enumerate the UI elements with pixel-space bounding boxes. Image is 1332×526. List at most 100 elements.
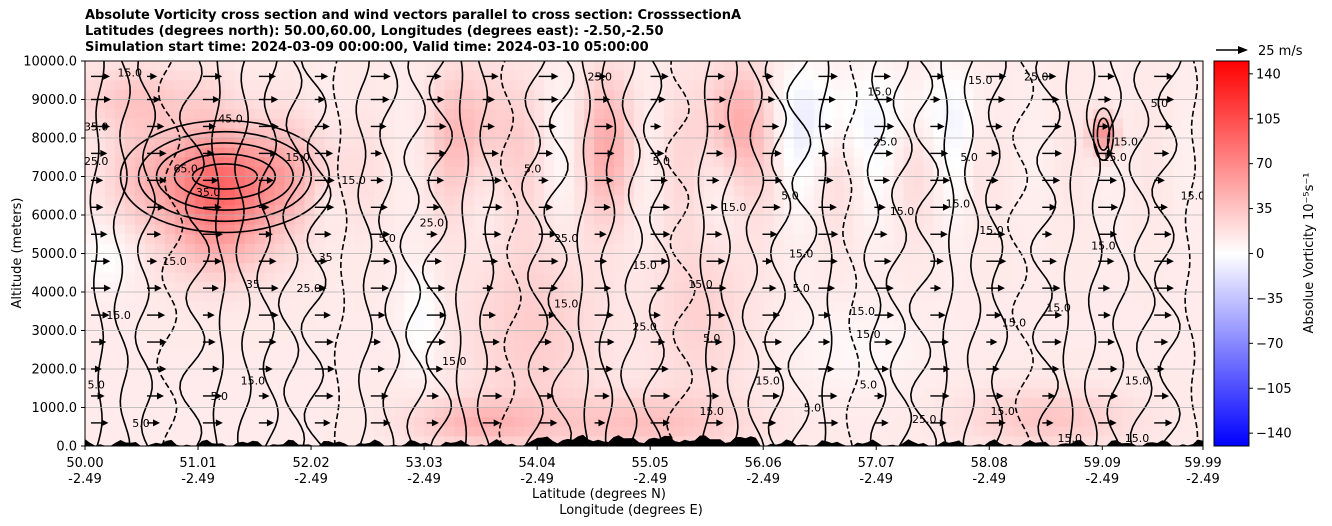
vorticity-cell: [384, 311, 396, 322]
vorticity-cell: [484, 99, 495, 110]
vorticity-cell: [424, 166, 435, 178]
vorticity-cell: [953, 340, 965, 351]
vorticity-cell: [394, 301, 406, 312]
vorticity-cell: [1153, 166, 1164, 178]
vorticity-cell: [614, 157, 625, 168]
vorticity-cell: [1033, 128, 1044, 139]
vorticity-cell: [1053, 215, 1064, 226]
vorticity-cell: [484, 109, 495, 120]
vorticity-cell: [1163, 263, 1174, 274]
vorticity-cell: [903, 80, 915, 91]
vorticity-cell: [683, 215, 695, 226]
vorticity-cell: [1063, 138, 1074, 149]
vorticity-cell: [604, 263, 615, 274]
vorticity-cell: [1083, 243, 1094, 255]
vorticity-cell: [124, 61, 136, 72]
vorticity-cell: [144, 340, 156, 351]
vorticity-cell: [833, 388, 845, 399]
vorticity-cell: [194, 292, 206, 303]
vorticity-cell: [524, 330, 535, 341]
vorticity-cell: [693, 388, 705, 399]
vorticity-cell: [1113, 89, 1124, 101]
vorticity-cell: [733, 186, 745, 197]
vorticity-cell: [104, 176, 116, 187]
vorticity-cell: [334, 282, 346, 293]
vorticity-cell: [384, 340, 396, 351]
vorticity-cell: [554, 426, 565, 437]
vorticity-cell: [1133, 417, 1144, 428]
vorticity-cell: [1123, 263, 1134, 274]
wind-vector-head: [830, 72, 838, 80]
vorticity-cell: [304, 157, 316, 168]
vorticity-cell: [424, 195, 435, 206]
vorticity-cell: [94, 128, 106, 139]
vorticity-cell: [424, 301, 435, 312]
vorticity-cell: [634, 234, 645, 245]
vorticity-cell: [1173, 407, 1184, 418]
vorticity-cell: [344, 224, 356, 235]
vorticity-cell: [314, 388, 326, 399]
vorticity-cell: [444, 272, 455, 283]
vorticity-cell: [614, 282, 625, 293]
vorticity-cell: [444, 224, 455, 235]
vorticity-cell: [594, 138, 605, 149]
vorticity-cell: [344, 311, 356, 322]
vorticity-cell: [184, 359, 196, 370]
vorticity-cell: [733, 157, 745, 168]
vorticity-cell: [244, 166, 256, 178]
vorticity-cell: [1173, 349, 1184, 360]
vorticity-cell: [274, 224, 286, 235]
wind-vector-head: [1107, 72, 1115, 80]
vorticity-cell: [254, 340, 266, 351]
vorticity-cell: [224, 195, 236, 206]
vorticity-cell: [1173, 426, 1184, 437]
vorticity-cell: [94, 272, 106, 283]
vorticity-cell: [1183, 397, 1194, 409]
vorticity-cell: [234, 61, 246, 72]
vorticity-cell: [1103, 378, 1114, 389]
vorticity-cell: [793, 99, 805, 110]
vorticity-cell: [1083, 147, 1094, 158]
vorticity-cell: [244, 109, 256, 120]
vorticity-cell: [164, 359, 176, 370]
vorticity-cell: [104, 234, 116, 245]
vorticity-cell: [504, 388, 515, 399]
vorticity-cell: [104, 205, 116, 216]
vorticity-cell: [85, 311, 96, 322]
vorticity-cell: [484, 224, 495, 235]
vorticity-cell: [1063, 118, 1074, 129]
vorticity-cell: [394, 195, 406, 206]
vorticity-cell: [324, 234, 336, 245]
vorticity-cell: [873, 320, 885, 332]
vorticity-cell: [364, 118, 376, 129]
vorticity-cell: [204, 109, 216, 120]
vorticity-cell: [1193, 292, 1203, 303]
vorticity-cell: [1123, 118, 1134, 129]
vorticity-cell: [843, 157, 855, 168]
vorticity-cell: [404, 330, 416, 341]
vorticity-cell: [514, 195, 525, 206]
vorticity-cell: [683, 369, 695, 380]
vorticity-cell: [434, 263, 445, 274]
vorticity-cell: [304, 215, 316, 226]
vorticity-cell: [923, 263, 935, 274]
vorticity-cell: [114, 301, 126, 312]
vorticity-cell: [324, 301, 336, 312]
vorticity-cell: [644, 128, 655, 139]
vorticity-cell: [1153, 292, 1164, 303]
vorticity-cell: [424, 109, 435, 120]
vorticity-cell: [1143, 234, 1154, 245]
vorticity-cell: [404, 128, 416, 139]
vorticity-cell: [903, 311, 915, 322]
vorticity-cell: [324, 292, 336, 303]
vorticity-cell: [723, 80, 735, 91]
vorticity-cell: [1023, 417, 1034, 428]
vorticity-cell: [893, 147, 905, 158]
vorticity-cell: [164, 109, 176, 120]
vorticity-cell: [494, 320, 505, 332]
vorticity-cell: [903, 215, 915, 226]
vorticity-cell: [254, 138, 266, 149]
vorticity-cell: [404, 320, 416, 332]
vorticity-cell: [554, 176, 565, 187]
vorticity-cell: [414, 99, 425, 110]
